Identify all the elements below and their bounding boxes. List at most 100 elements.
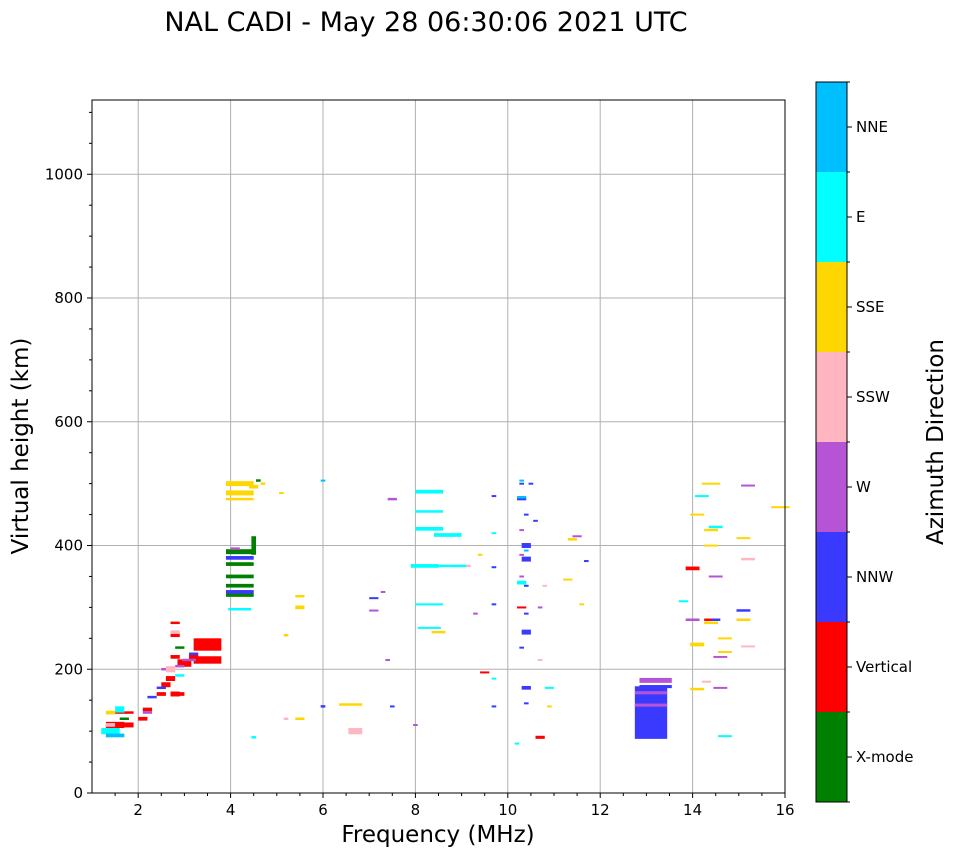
echo-mark-w [537,606,543,609]
colorbar-label-x-mode: X-mode [856,748,913,766]
echo-mark-vertical [685,566,700,571]
echo-mark-vertical [175,692,185,696]
echo-mark-x-mode [225,593,254,597]
echo-mark-sse [567,538,578,541]
echo-mark-sse [295,605,305,610]
plot-area [92,100,785,793]
echo-mark-nnw [147,695,157,699]
echo-mark-nnw [528,482,534,485]
colorbar-label: Azimuth Direction [923,339,949,545]
echo-mark-w [741,484,755,487]
echo-mark-e [101,728,120,735]
echo-mark-e [433,533,462,537]
echo-mark-x-mode [225,583,254,588]
echo-mark-e [514,742,520,745]
echo-mark-nnw [389,705,395,708]
echo-mark-sse [249,484,259,489]
echo-mark-sse [736,618,751,621]
echo-mark-w [387,497,397,501]
x-tick-label: 16 [775,801,794,819]
x-axis-label: Frequency (MHz) [341,822,534,848]
echo-mark-e [228,607,252,611]
echo-mark-vertical [165,676,176,682]
echo-mark-sse [283,633,289,637]
echo-mark-w [369,609,379,612]
colorbar: X-mode Vertical NNW W SSW SSE E NNE [815,81,913,803]
echo-mark-sse [736,537,751,540]
echo-mark-nnw [523,584,529,587]
echo-mark-nnw [156,686,166,690]
echo-mark-ssw [701,680,712,683]
echo-mark-e [544,686,554,689]
echo-mark-e [417,626,441,629]
echo-mark-e [415,510,444,513]
echo-mark-w [572,535,582,538]
echo-mark-sse [477,553,483,556]
echo-mark-nnw [491,705,497,708]
colorbar-label-sse: SSE [856,298,885,316]
echo-mark-ssw [165,666,176,673]
echo-mark-sse [225,497,254,501]
echo-mark-nne [519,479,524,482]
echo-mark-sse [579,603,585,606]
echo-mark-sse [225,490,254,496]
echo-mark-vertical [142,707,153,712]
echo-mark-x-mode [225,562,254,566]
echo-mark-e [491,677,497,680]
colorbar-segment-nne [816,82,847,172]
echo-mark-w [385,659,390,662]
echo-mark-e [708,525,723,529]
echo-mark-sse [704,544,719,547]
echo-mark-sse [339,703,363,706]
echo-mark-e [115,706,125,713]
echo-mark-e [251,736,257,739]
echo-mark-vertical [535,735,545,739]
echo-mark-sse [295,717,305,720]
echo-mark-e [415,603,444,606]
echo-mark-vertical [170,655,180,659]
echo-mark-sse [701,482,721,485]
y-axis-ticks: 0 200 400 600 800 1000 [45,111,92,802]
echo-mark-w [634,691,668,695]
echo-mark-w [519,529,524,532]
echo-mark-w [519,553,524,556]
echo-mark-x-mode [119,717,129,720]
echo-mark-nnw [519,482,524,485]
echo-mark-w [713,655,728,658]
colorbar-frame [815,81,848,803]
colorbar-segment-ssw [816,352,847,442]
echo-mark-sse [279,491,284,494]
colorbar-segment-w [816,442,847,532]
echo-mark-nnw [523,702,529,705]
echo-mark-w [519,575,524,578]
y-tick-label: 1000 [45,165,83,183]
echo-mark-nnw [634,686,668,739]
y-tick-label: 200 [54,660,83,678]
echo-mark-sse [563,578,573,581]
echo-mark-w [380,590,386,593]
echo-mark-nnw [369,597,379,600]
echo-mark-vertical [156,692,166,696]
echo-mark-nnw [225,556,254,560]
echo-mark-vertical [517,606,527,609]
echo-mark-ssw [741,557,755,561]
echo-mark-nnw [320,705,326,708]
echo-mark-sse [295,595,305,598]
x-tick-label: 8 [411,801,421,819]
echo-mark-nnw [517,497,527,501]
colorbar-segment-sse [816,262,847,352]
echo-mark-x-mode [225,574,254,579]
x-tick-label: 4 [226,801,236,819]
echo-mark-nnw [639,685,672,689]
echo-mark-vertical [193,638,222,651]
colorbar-label-vertical: Vertical [856,658,912,676]
echo-mark-nne [523,549,529,552]
echo-mark-w [685,618,700,621]
echo-mark-nnw [491,566,497,569]
colorbar-label-nnw: NNW [856,568,893,586]
echo-mark-x-mode [175,646,185,649]
echo-mark-e [678,600,688,603]
colorbar-segment-e [816,172,847,262]
echo-mark-nnw [521,685,531,690]
echo-mark-ssw [283,717,289,720]
